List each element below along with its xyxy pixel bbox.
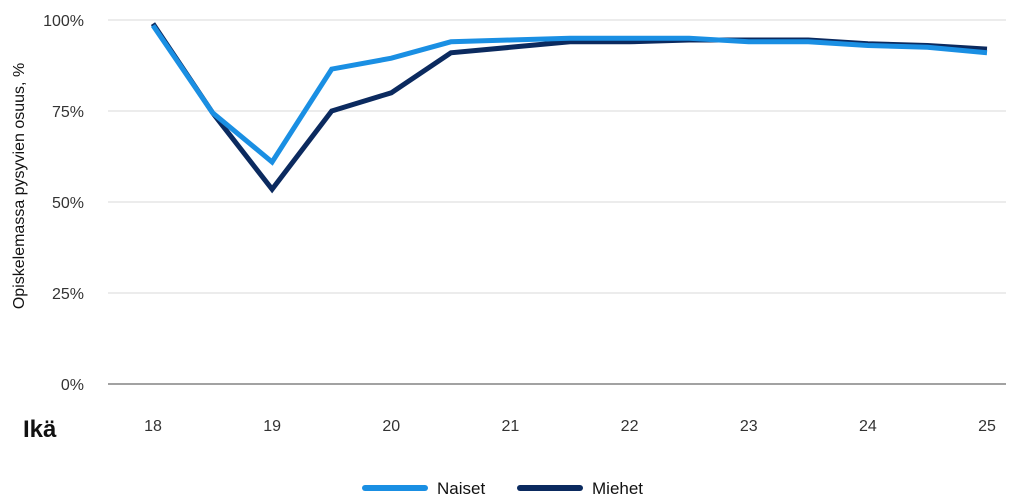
legend-label-naiset: Naiset (437, 479, 485, 498)
y-tick-label: 0% (61, 377, 84, 394)
x-tick-label: 19 (263, 418, 281, 435)
x-tick-label: 23 (740, 418, 758, 435)
series-line-miehet (150, 22, 988, 194)
legend: Naiset Miehet (362, 479, 643, 498)
legend-label-miehet: Miehet (592, 479, 643, 498)
x-tick-label: 25 (978, 418, 996, 435)
x-tick-label: 24 (859, 418, 877, 435)
y-tick-label: 50% (52, 195, 84, 212)
series-line-naiset (150, 24, 988, 166)
x-axis-title: Ikä (23, 416, 57, 443)
x-tick-label: 21 (502, 418, 520, 435)
y-tick-label: 100% (43, 13, 84, 30)
x-tick-label: 22 (621, 418, 639, 435)
x-tick-labels: 18 19 20 21 22 23 24 25 (144, 418, 996, 435)
y-tick-labels: 0% 25% 50% 75% 100% (43, 13, 84, 394)
y-tick-label: 75% (52, 104, 84, 121)
y-tick-label: 25% (52, 286, 84, 303)
series-lines (150, 22, 988, 194)
x-tick-label: 18 (144, 418, 162, 435)
y-axis-label: Opiskelemassa pysyvien osuus, % (11, 63, 28, 309)
x-tick-label: 20 (382, 418, 400, 435)
gridlines (108, 19, 1006, 294)
